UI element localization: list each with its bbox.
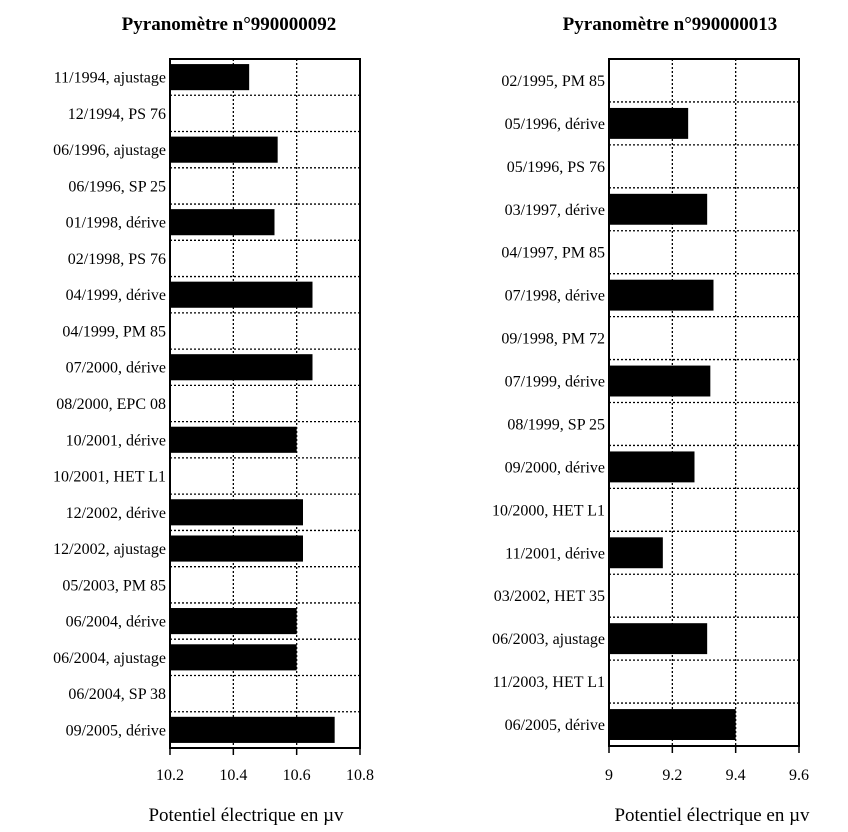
category-label: 04/1997, PM 85 bbox=[501, 245, 605, 262]
category-label: 05/2003, PM 85 bbox=[62, 577, 166, 594]
category-label: 05/1996, dérive bbox=[505, 116, 605, 133]
category-label: 11/2003, HET L1 bbox=[493, 674, 605, 691]
x-tick-label: 10.8 bbox=[346, 767, 374, 784]
bar bbox=[170, 716, 335, 743]
bar bbox=[170, 64, 250, 91]
plot-frame bbox=[608, 58, 800, 747]
x-tick-label: 9.2 bbox=[662, 767, 682, 784]
plot-frame bbox=[169, 58, 361, 749]
bar bbox=[170, 281, 313, 308]
bar bbox=[609, 365, 711, 397]
category-label: 10/2001, dérive bbox=[66, 432, 166, 449]
chart-left-xlabel: Potentiel électrique en µv bbox=[148, 805, 344, 826]
chart-left-title: Pyranomètre n°990000092 bbox=[122, 14, 337, 35]
x-tick-label: 9.6 bbox=[789, 767, 809, 784]
bar bbox=[170, 644, 297, 671]
category-label: 07/1998, dérive bbox=[505, 288, 605, 305]
x-tick-label: 10.2 bbox=[156, 767, 184, 784]
bar bbox=[170, 608, 297, 635]
bar bbox=[170, 535, 303, 562]
category-label: 11/2001, dérive bbox=[505, 545, 605, 562]
category-label: 11/1994, ajustage bbox=[54, 70, 166, 87]
category-label: 01/1998, dérive bbox=[66, 215, 166, 232]
chart-right-xlabel: Potentiel électrique en µv bbox=[614, 805, 810, 826]
bar bbox=[609, 709, 736, 740]
category-label: 03/1997, dérive bbox=[505, 202, 605, 219]
chart-left: Pyranomètre n°990000092 Potentiel électr… bbox=[53, 14, 374, 826]
category-label: 06/1996, ajustage bbox=[53, 142, 166, 159]
category-label: 12/1994, PS 76 bbox=[68, 106, 166, 123]
bar bbox=[609, 107, 689, 139]
category-label: 06/2004, dérive bbox=[66, 614, 166, 631]
category-label: 04/1999, PM 85 bbox=[62, 323, 166, 340]
bar bbox=[609, 193, 708, 225]
x-tick-label: 9.4 bbox=[726, 767, 746, 784]
category-label: 03/2002, HET 35 bbox=[494, 588, 605, 605]
category-label: 06/2004, ajustage bbox=[53, 650, 166, 667]
category-label: 04/1999, dérive bbox=[66, 287, 166, 304]
chart-right: Pyranomètre n°990000013 Potentiel électr… bbox=[492, 14, 810, 826]
x-tick-label: 10.4 bbox=[219, 767, 247, 784]
category-label: 06/2004, SP 38 bbox=[68, 686, 166, 703]
category-label: 05/1996, PS 76 bbox=[507, 159, 605, 176]
category-label: 06/2003, ajustage bbox=[492, 631, 605, 648]
category-label: 06/1996, SP 25 bbox=[68, 178, 166, 195]
x-tick-label: 10.6 bbox=[283, 767, 311, 784]
bar bbox=[609, 279, 714, 311]
category-label: 02/1995, PM 85 bbox=[501, 73, 605, 90]
x-tick-label: 9 bbox=[605, 767, 613, 784]
category-label: 08/1999, SP 25 bbox=[507, 416, 605, 433]
category-label: 06/2005, dérive bbox=[505, 717, 605, 734]
bar bbox=[170, 209, 275, 236]
category-label: 09/2000, dérive bbox=[505, 459, 605, 476]
category-label: 09/2005, dérive bbox=[66, 722, 166, 739]
bar bbox=[609, 537, 663, 569]
bar bbox=[609, 451, 695, 483]
category-label: 08/2000, EPC 08 bbox=[56, 396, 166, 413]
bar bbox=[609, 623, 708, 655]
category-label: 10/2000, HET L1 bbox=[492, 502, 605, 519]
category-label: 12/2002, dérive bbox=[66, 505, 166, 522]
category-label: 09/1998, PM 72 bbox=[501, 331, 605, 348]
category-label: 12/2002, ajustage bbox=[53, 541, 166, 558]
category-label: 07/1999, dérive bbox=[505, 374, 605, 391]
chart-right-title: Pyranomètre n°990000013 bbox=[563, 14, 778, 35]
category-label: 10/2001, HET L1 bbox=[53, 469, 166, 486]
bar bbox=[170, 426, 297, 453]
bar bbox=[170, 354, 313, 381]
bar bbox=[170, 136, 278, 163]
category-label: 02/1998, PS 76 bbox=[68, 251, 166, 268]
category-label: 07/2000, dérive bbox=[66, 360, 166, 377]
bar bbox=[170, 499, 303, 526]
